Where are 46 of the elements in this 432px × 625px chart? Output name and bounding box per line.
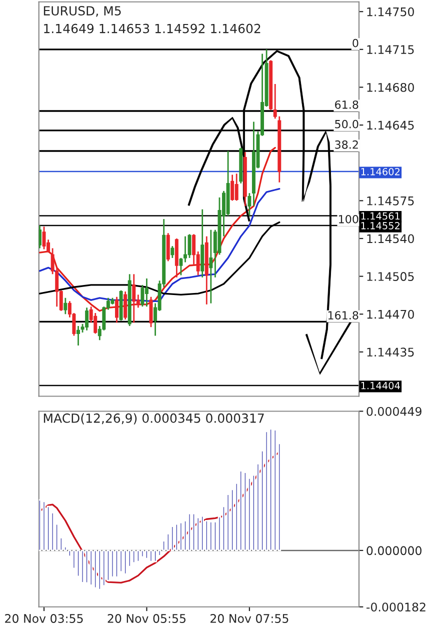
candlestick — [170, 245, 174, 259]
candlestick — [248, 192, 252, 217]
ref-line-label: 1.14404 — [361, 382, 400, 390]
candlestick — [124, 290, 128, 320]
annotation: 100 — [339, 214, 358, 224]
chart-title: MACD(12,26,9) 0.000345 0.000317 — [44, 413, 264, 424]
chart-title: EURUSD, M5 — [44, 6, 121, 17]
y-tick-label: 1.14470 — [367, 310, 414, 319]
annotation: 0 — [352, 38, 358, 48]
y-tick-label: 1.14715 — [367, 45, 414, 54]
y-tick-label: 1.14505 — [367, 272, 414, 281]
candlestick — [144, 278, 148, 308]
candlestick — [38, 224, 42, 249]
candlestick — [209, 229, 213, 304]
y-tick-label: 1.14680 — [367, 82, 414, 92]
candlestick — [115, 296, 119, 324]
y-tick-label: 1.14540 — [367, 234, 414, 244]
candlestick — [188, 233, 192, 259]
ref-line-label: 1.14602 — [361, 168, 400, 176]
candlestick — [234, 172, 238, 202]
annotation: 50.0 — [335, 120, 358, 128]
annotation: 161.8 — [328, 311, 358, 320]
candlestick — [64, 297, 68, 315]
ref-line-label: 1.14552 — [361, 222, 400, 230]
annotation: 38.2 — [335, 140, 358, 149]
y-tick-label: 0.000449 — [366, 406, 422, 416]
candlestick — [132, 273, 136, 324]
candlestick — [179, 257, 183, 276]
y-tick-label: 0.000000 — [366, 546, 422, 556]
text: 1.14649 1.14653 1.14592 1.14602 — [44, 24, 260, 34]
y-tick-label: -0.000182 — [366, 602, 426, 612]
annotation: 61.8 — [335, 100, 358, 109]
candlestick — [85, 306, 89, 332]
candlestick — [76, 325, 80, 346]
y-tick-label: 1.14750 — [367, 7, 414, 16]
x-tick-label: 20 Nov 05:55 — [108, 614, 186, 623]
candlestick — [42, 226, 46, 250]
y-tick-label: 1.14575 — [367, 196, 414, 206]
y-tick-label: 1.14645 — [367, 120, 414, 130]
candlestick — [166, 232, 170, 262]
candlestick — [140, 284, 144, 308]
candlestick — [230, 174, 234, 202]
ref-line-label: 1.14561 — [361, 212, 400, 220]
y-tick-label: 1.14435 — [367, 348, 414, 357]
x-tick-label: 20 Nov 03:55 — [5, 614, 83, 623]
x-tick-label: 20 Nov 07:55 — [210, 614, 288, 623]
